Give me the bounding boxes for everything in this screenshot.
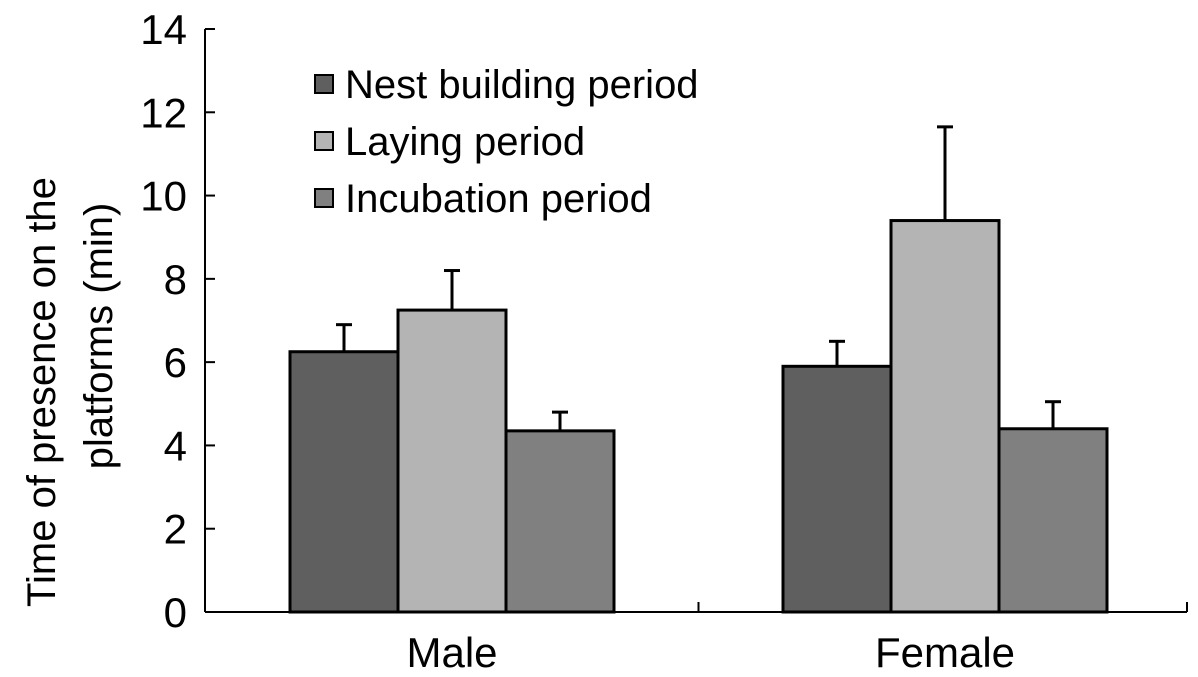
y-tick-label-0: 0 [164, 589, 187, 636]
y-axis-title: Time of presence on the platforms (min) [20, 177, 121, 607]
y-axis-title-line-2: platforms (min) [77, 203, 121, 470]
x-tick-label-male: Male [406, 629, 497, 676]
bar-female-2 [891, 221, 999, 612]
y-tick-label-8: 8 [164, 256, 187, 303]
y-tick-label-6: 6 [164, 339, 187, 386]
legend-swatch-3 [315, 189, 333, 207]
bar-male-1 [290, 352, 398, 612]
bar-male-3 [506, 431, 614, 612]
legend-swatch-1 [315, 75, 333, 93]
legend-label-2: Laying period [345, 120, 585, 164]
legend-label-3: Incubation period [345, 177, 652, 221]
y-tick-label-12: 12 [140, 89, 187, 136]
bar-female-1 [783, 366, 891, 612]
legend-swatch-2 [315, 132, 333, 150]
bar-male-2 [398, 310, 506, 612]
y-tick-label-10: 10 [140, 173, 187, 220]
bar-chart: Time of presence on the platforms (min) … [0, 0, 1198, 677]
y-tick-label-4: 4 [164, 422, 187, 469]
legend: Nest building period Laying period Incubat… [315, 63, 699, 221]
legend-label-1: Nest building period [345, 63, 699, 107]
bar-female-3 [999, 429, 1107, 612]
x-tick-label-female: Female [875, 629, 1015, 676]
y-tick-label-2: 2 [164, 506, 187, 553]
y-tick-label-14: 14 [140, 6, 187, 53]
y-axis-title-line-1: Time of presence on the [20, 177, 64, 607]
